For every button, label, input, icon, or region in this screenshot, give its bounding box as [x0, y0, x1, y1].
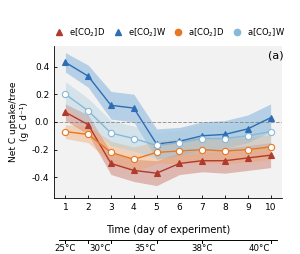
Text: 38°C: 38°C: [191, 244, 213, 253]
Text: 40°C: 40°C: [248, 244, 270, 253]
Legend: e[CO$_2$]D, e[CO$_2$]W, a[CO$_2$]D, a[CO$_2$]W: e[CO$_2$]D, e[CO$_2$]W, a[CO$_2$]D, a[CO…: [51, 26, 285, 39]
Text: (a): (a): [268, 50, 284, 60]
Text: 30°C: 30°C: [89, 244, 110, 253]
Text: 35°C: 35°C: [134, 244, 156, 253]
Text: Time (day of experiment): Time (day of experiment): [106, 225, 230, 235]
Text: 25°C: 25°C: [55, 244, 76, 253]
Y-axis label: Net C uptake/tree
(g C d⁻¹): Net C uptake/tree (g C d⁻¹): [10, 82, 29, 162]
